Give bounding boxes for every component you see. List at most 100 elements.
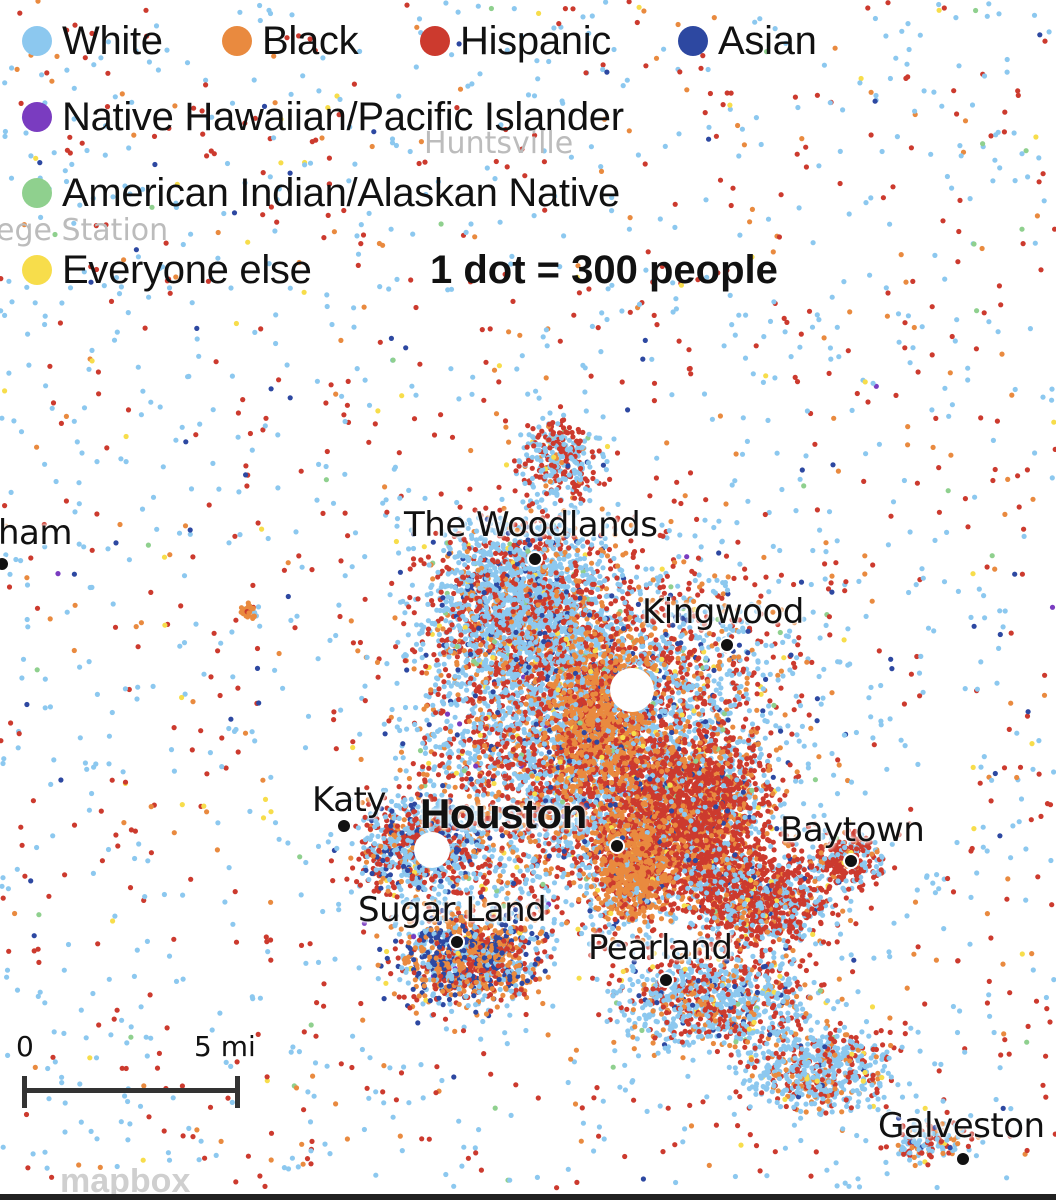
population-dot <box>350 640 356 646</box>
population-dot <box>886 949 892 955</box>
population-dot <box>381 1100 387 1106</box>
population-dot <box>31 948 37 954</box>
population-dot <box>1014 730 1020 736</box>
population-dot <box>646 650 652 656</box>
population-dot <box>973 346 980 352</box>
population-dot <box>791 581 797 588</box>
population-dot <box>390 357 396 363</box>
population-dot <box>218 640 224 646</box>
population-dot <box>166 953 173 959</box>
population-dot <box>94 511 100 517</box>
population-dot <box>826 614 833 620</box>
population-dot <box>668 518 674 525</box>
population-dot <box>887 954 893 960</box>
population-dot <box>20 656 27 662</box>
population-dot <box>911 1121 917 1127</box>
population-dot <box>982 615 988 621</box>
population-dot <box>303 859 309 866</box>
population-dot <box>777 547 783 554</box>
population-dot <box>601 116 608 122</box>
population-dot <box>63 413 69 419</box>
population-dot <box>338 707 344 713</box>
population-dot <box>210 407 216 413</box>
population-dot <box>862 553 868 559</box>
population-dot <box>316 461 322 467</box>
population-dot <box>1052 446 1056 452</box>
population-dot <box>171 936 177 942</box>
population-dot <box>870 562 876 568</box>
population-dot <box>265 535 271 542</box>
population-dot <box>77 1081 83 1087</box>
population-dot <box>604 316 610 323</box>
population-dot <box>814 696 821 702</box>
population-dot <box>538 751 545 757</box>
population-dot <box>1032 450 1038 456</box>
population-dot <box>839 996 845 1002</box>
population-dot <box>738 1142 744 1148</box>
population-dot <box>1007 1133 1013 1139</box>
population-dot <box>36 912 42 918</box>
population-dot <box>481 1051 487 1057</box>
population-dot <box>233 617 239 623</box>
population-dot <box>695 555 702 561</box>
population-dot <box>994 680 1000 686</box>
population-dot <box>87 1055 93 1061</box>
population-dot <box>111 1016 117 1022</box>
population-dot <box>887 221 893 227</box>
population-dot <box>168 747 175 753</box>
population-dot <box>451 1074 457 1080</box>
population-dot <box>569 870 575 876</box>
population-dot <box>869 1004 876 1010</box>
population-dot <box>336 112 342 118</box>
population-dot <box>233 1179 239 1185</box>
population-dot <box>385 884 391 890</box>
population-dot <box>302 745 309 751</box>
population-dot <box>737 232 743 238</box>
population-dot <box>902 1020 908 1026</box>
population-dot <box>394 680 400 686</box>
population-dot <box>716 550 722 556</box>
population-dot <box>0 1144 6 1150</box>
population-dot <box>406 1100 412 1106</box>
population-dot <box>93 266 100 273</box>
population-dot <box>114 1007 120 1013</box>
population-dot <box>384 948 390 955</box>
population-dot <box>1024 713 1031 719</box>
population-dot <box>433 744 439 750</box>
population-dot <box>988 798 994 804</box>
population-dot <box>574 1179 580 1185</box>
population-dot <box>217 692 223 699</box>
population-dot <box>1040 1082 1046 1088</box>
population-dot <box>868 195 874 201</box>
population-dot <box>1000 624 1006 630</box>
population-dot <box>112 913 118 919</box>
population-dot <box>887 716 893 722</box>
population-dot <box>372 421 378 427</box>
population-dot <box>714 577 720 583</box>
population-dot <box>51 1029 57 1035</box>
population-dot <box>426 1136 432 1142</box>
population-dot <box>86 807 92 813</box>
population-dot <box>543 375 549 381</box>
population-dot <box>457 721 463 727</box>
population-dot <box>736 153 742 159</box>
population-dot <box>812 742 818 748</box>
population-dot <box>945 488 951 494</box>
population-dot <box>79 450 85 456</box>
population-dot <box>161 554 168 560</box>
population-dot <box>126 686 132 693</box>
population-dot <box>678 500 684 507</box>
population-dot <box>362 377 368 383</box>
population-dot <box>230 674 236 680</box>
population-dot <box>703 497 709 503</box>
population-dot <box>62 1100 68 1106</box>
population-dot <box>743 687 749 693</box>
population-dot <box>268 957 274 963</box>
population-dot <box>704 1094 710 1100</box>
population-dot <box>285 840 291 846</box>
population-dot <box>117 521 123 528</box>
population-dot <box>180 976 186 982</box>
population-dot <box>502 418 509 424</box>
population-dot <box>342 418 348 425</box>
